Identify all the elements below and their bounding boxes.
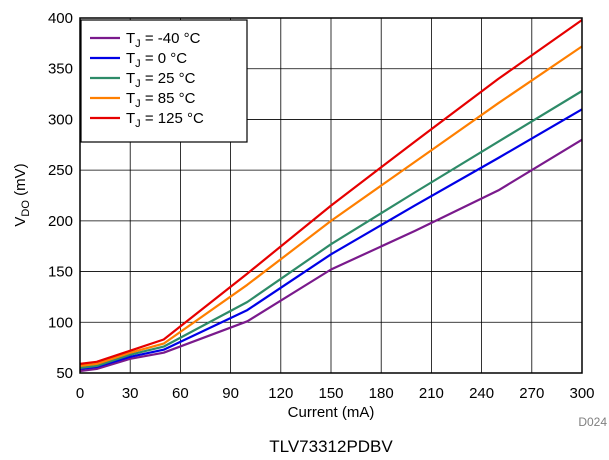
x-tick-label: 210 (419, 385, 444, 402)
y-axis-label-sub: DO (20, 200, 32, 217)
chart-caption: TLV73312PDBV (269, 437, 393, 456)
series-line-4 (79, 45, 583, 367)
legend-box (80, 19, 248, 143)
series-lines (79, 19, 583, 373)
legend-label: TJ = 125 °C (126, 110, 204, 130)
y-axis-label-unit: (mV) (12, 163, 29, 200)
y-axis-label-main: V (12, 217, 29, 227)
legend: TJ = -40 °CTJ = 0 °CTJ = 25 °CTJ = 85 °C… (80, 19, 248, 143)
y-tick-label: 100 (48, 314, 73, 331)
legend-label: TJ = 85 °C (126, 90, 196, 110)
figure-code: D024 (578, 415, 607, 429)
x-tick-label: 240 (469, 385, 494, 402)
x-tick-label: 30 (122, 385, 139, 402)
plot-frame (79, 17, 583, 374)
x-tick-label: 270 (519, 385, 544, 402)
series-line-1 (79, 138, 583, 373)
y-axis-label: VDO (mV) (12, 163, 32, 226)
x-axis-label: Current (mA) (288, 404, 375, 421)
legend-label: TJ = 25 °C (126, 70, 196, 90)
y-tick-label: 250 (48, 162, 73, 179)
x-tick-labels: 0 30 60 90 120 150 180 210 240 270 300 (76, 385, 595, 402)
x-tick-label: 120 (268, 385, 293, 402)
y-tick-label: 300 (48, 111, 73, 128)
x-tick-label: 0 (76, 385, 84, 402)
y-tick-label: 200 (48, 213, 73, 230)
y-tick-label: 350 (48, 61, 73, 78)
series-line-3 (79, 90, 583, 369)
x-tick-label: 150 (318, 385, 343, 402)
series-line-2 (79, 108, 583, 370)
legend-label: TJ = 0 °C (126, 50, 187, 70)
x-tick-label: 60 (172, 385, 189, 402)
legend-label: TJ = -40 °C (126, 30, 201, 50)
x-tick-label: 180 (369, 385, 394, 402)
y-tick-labels: 50 100 150 200 250 300 350 400 (48, 10, 73, 382)
x-tick-label: 90 (222, 385, 239, 402)
x-tick-label: 300 (569, 385, 594, 402)
series-line-5 (79, 19, 583, 365)
y-tick-label: 150 (48, 264, 73, 281)
y-tick-label: 50 (56, 365, 73, 382)
y-tick-label: 400 (48, 10, 73, 27)
